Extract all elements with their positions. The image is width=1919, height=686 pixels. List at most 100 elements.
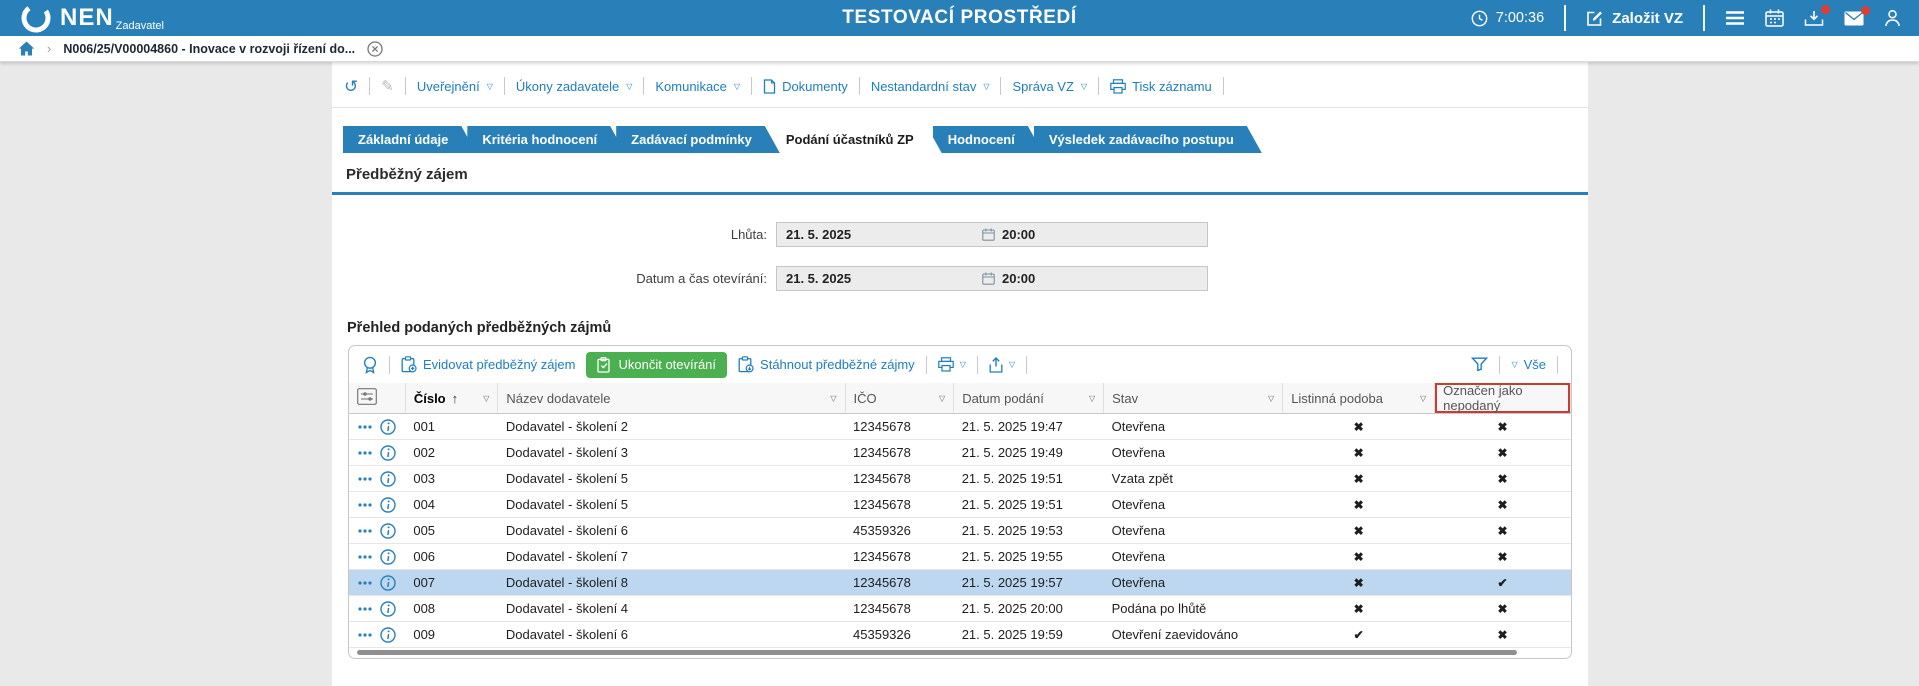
calendar-button[interactable] xyxy=(1765,9,1784,27)
table-row[interactable]: 001 Dodavatel - školení 2 12345678 21. 5… xyxy=(349,413,1571,440)
header-datum-podani[interactable]: Datum podání ▽ xyxy=(953,383,1105,414)
tab-kriteria-hodnoceni[interactable]: Kritéria hodnocení xyxy=(467,126,625,153)
filter-funnel-icon[interactable] xyxy=(1471,357,1489,372)
cell-datum-podani: 21. 5. 2025 19:53 xyxy=(953,517,1104,544)
menu-komunikace[interactable]: Komunikace ▽ xyxy=(655,78,741,94)
more-options-icon[interactable] xyxy=(357,632,373,638)
cell-cislo: 009 xyxy=(405,621,498,648)
more-options-icon[interactable] xyxy=(357,528,373,534)
filter-caret-icon[interactable]: ▽ xyxy=(1088,393,1096,403)
info-icon[interactable] xyxy=(380,418,396,435)
lhuta-date-value: 21. 5. 2025 xyxy=(786,227,852,242)
cell-ico: 12345678 xyxy=(845,595,954,622)
table-row[interactable]: 002 Dodavatel - školení 3 12345678 21. 5… xyxy=(349,439,1571,466)
clipboard-add-icon xyxy=(401,356,417,373)
table-row[interactable]: 003 Dodavatel - školení 5 12345678 21. 5… xyxy=(349,465,1571,492)
menu-tisk-zaznamu[interactable]: Tisk záznamu xyxy=(1110,79,1212,94)
filter-caret-icon[interactable]: ▽ xyxy=(483,393,490,403)
home-icon[interactable] xyxy=(18,41,35,56)
info-icon[interactable] xyxy=(380,444,396,461)
info-icon[interactable] xyxy=(380,496,396,513)
export-grid-button[interactable]: ▽ xyxy=(989,356,1015,373)
otevirani-date-value: 21. 5. 2025 xyxy=(786,271,852,286)
filter-caret-icon[interactable]: ▽ xyxy=(830,393,837,403)
user-profile-button[interactable] xyxy=(1884,9,1901,27)
nen-logo[interactable]: NEN Zadavatel xyxy=(18,0,164,36)
cell-ico: 12345678 xyxy=(845,439,954,466)
filter-all-dropdown[interactable]: ▽ Vše xyxy=(1511,357,1546,372)
menu-sprava-vz[interactable]: Správa VZ ▽ xyxy=(1012,78,1088,94)
filter-caret-icon[interactable]: ▽ xyxy=(1419,393,1427,403)
more-options-icon[interactable] xyxy=(357,554,373,560)
header-cislo[interactable]: Číslo ↑ ▽ xyxy=(405,383,499,414)
info-icon[interactable] xyxy=(380,626,396,643)
stahnout-zajmy-button[interactable]: Stáhnout předběžné zájmy xyxy=(738,356,915,373)
menu-uverejneni[interactable]: Uveřejnění ▽ xyxy=(416,78,493,94)
header-nazev-dodavatele[interactable]: Název dodavatele ▽ xyxy=(497,383,846,414)
lhuta-field[interactable]: 21. 5. 2025 20:00 xyxy=(776,222,1208,247)
downloads-button[interactable] xyxy=(1804,4,1830,27)
tab-vysledek-zadavaciho-postupu[interactable]: Výsledek zadávacího postupu xyxy=(1034,126,1262,153)
otevirani-field[interactable]: 21. 5. 2025 20:00 xyxy=(776,266,1208,291)
horizontal-scrollbar-thumb[interactable] xyxy=(357,650,1517,655)
ukoncit-otevirani-button[interactable]: Ukončit otevírání xyxy=(586,351,728,378)
table-row[interactable]: 004 Dodavatel - školení 5 12345678 21. 5… xyxy=(349,491,1571,518)
table-row[interactable]: 009 Dodavatel - školení 6 45359326 21. 5… xyxy=(349,621,1571,648)
more-options-icon[interactable] xyxy=(357,450,373,456)
more-options-icon[interactable] xyxy=(357,502,373,508)
close-tab-icon[interactable] xyxy=(367,40,383,57)
chevron-down-icon: ▽ xyxy=(626,81,633,91)
menu-button[interactable] xyxy=(1725,10,1745,26)
table-row[interactable]: 008 Dodavatel - školení 4 12345678 21. 5… xyxy=(349,595,1571,622)
info-icon[interactable] xyxy=(380,470,396,487)
tab-zadavaci-podminky[interactable]: Zadávací podmínky xyxy=(616,126,780,153)
header-oznacen-jako-nepodany[interactable]: Označen jako nepodaný xyxy=(1434,383,1571,414)
row-actions-cell xyxy=(349,439,406,466)
brand-name: NEN xyxy=(60,4,114,31)
seal-icon[interactable] xyxy=(362,356,378,374)
cell-nazev-dodavatele: Dodavatel - školení 5 xyxy=(497,491,846,518)
cell-ico: 12345678 xyxy=(845,543,954,570)
separator xyxy=(389,355,390,374)
table-row[interactable]: 005 Dodavatel - školení 6 45359326 21. 5… xyxy=(349,517,1571,544)
edit-record-icon[interactable]: ✎ xyxy=(381,77,394,95)
lhuta-time-value: 20:00 xyxy=(1002,227,1036,242)
filter-caret-icon[interactable]: ▽ xyxy=(1268,393,1275,403)
info-icon[interactable] xyxy=(380,574,396,591)
evidovat-zajem-button[interactable]: Evidovat předběžný zájem xyxy=(401,356,575,373)
info-icon[interactable] xyxy=(380,522,396,539)
filter-caret-icon[interactable]: ▽ xyxy=(939,393,946,403)
tab-podani-ucastniku-zp[interactable]: Podání účastníků ZP xyxy=(771,126,942,153)
more-options-icon[interactable] xyxy=(357,424,373,430)
top-header-bar: NEN Zadavatel TESTOVACÍ PROSTŘEDÍ 7:00:3… xyxy=(0,0,1919,36)
more-options-icon[interactable] xyxy=(357,476,373,482)
create-vz-label: Založit VZ xyxy=(1612,9,1683,27)
header-listinna-podoba[interactable]: Listinná podoba ▽ xyxy=(1282,383,1436,414)
chevron-down-icon: ▽ xyxy=(1511,360,1518,369)
menu-dokumenty[interactable]: Dokumenty xyxy=(763,79,848,94)
tab-zakladni-udaje[interactable]: Základní údaje xyxy=(343,126,476,153)
table-row[interactable]: 006 Dodavatel - školení 7 12345678 21. 5… xyxy=(349,543,1571,570)
more-options-icon[interactable] xyxy=(357,580,373,586)
info-icon[interactable] xyxy=(380,548,396,565)
header-ico[interactable]: IČO ▽ xyxy=(845,383,955,414)
menu-ukony-zadavatele[interactable]: Úkony zadavatele ▽ xyxy=(515,78,633,94)
more-options-icon[interactable] xyxy=(357,606,373,612)
separator xyxy=(751,77,753,95)
messages-button[interactable] xyxy=(1844,5,1870,26)
table-row[interactable]: 007 Dodavatel - školení 8 12345678 21. 5… xyxy=(349,569,1571,596)
lhuta-label: Lhůta: xyxy=(730,227,767,242)
info-icon[interactable] xyxy=(380,600,396,617)
tab-hodnoceni[interactable]: Hodnocení xyxy=(933,126,1043,153)
menu-nestandardni-stav[interactable]: Nestandardní stav ▽ xyxy=(870,78,990,94)
create-vz-button[interactable]: Založit VZ xyxy=(1586,9,1683,27)
refresh-icon[interactable]: ↺ xyxy=(344,76,359,96)
column-settings-header[interactable] xyxy=(349,383,406,414)
separator xyxy=(1499,355,1501,374)
header-stav[interactable]: Stav ▽ xyxy=(1103,383,1284,414)
cell-nazev-dodavatele: Dodavatel - školení 6 xyxy=(497,621,846,648)
print-grid-button[interactable]: ▽ xyxy=(937,357,966,372)
download-tray-icon xyxy=(1804,10,1824,27)
cell-stav: Podána po lhůtě xyxy=(1103,595,1283,622)
breadcrumb-current-item[interactable]: N006/25/V00004860 - Inovace v rozvoji ří… xyxy=(63,41,356,56)
